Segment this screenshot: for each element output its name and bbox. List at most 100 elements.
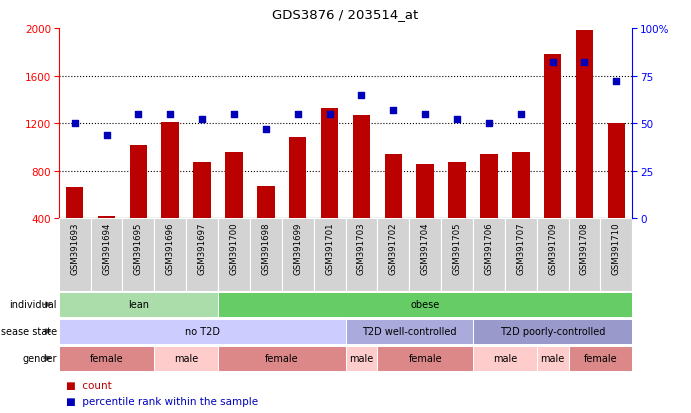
Bar: [218, 219, 250, 291]
Text: individual: individual: [9, 299, 57, 310]
Text: male: male: [174, 353, 198, 363]
Bar: [537, 346, 569, 370]
Bar: [569, 219, 600, 291]
Bar: [473, 219, 505, 291]
Bar: [250, 219, 282, 291]
Text: GSM391709: GSM391709: [548, 222, 557, 274]
Text: gender: gender: [22, 353, 57, 363]
Point: [164, 111, 176, 118]
Point: [292, 111, 303, 118]
Point: [611, 79, 622, 85]
Text: GSM391707: GSM391707: [516, 222, 525, 274]
Text: GSM391703: GSM391703: [357, 222, 366, 274]
Bar: [154, 219, 186, 291]
Text: GSM391696: GSM391696: [166, 222, 175, 274]
Point: [515, 111, 527, 118]
Point: [388, 107, 399, 114]
Point: [69, 121, 80, 127]
Bar: [384, 155, 402, 219]
Bar: [409, 219, 441, 291]
Bar: [346, 319, 473, 344]
Text: GSM391700: GSM391700: [229, 222, 238, 274]
Bar: [59, 219, 91, 291]
Bar: [289, 138, 307, 219]
Bar: [154, 346, 218, 370]
Point: [356, 92, 367, 99]
Bar: [59, 292, 218, 317]
Bar: [377, 346, 473, 370]
Text: T2D well-controlled: T2D well-controlled: [362, 326, 457, 337]
Text: no T2D: no T2D: [184, 326, 220, 337]
Bar: [257, 187, 274, 219]
Point: [451, 117, 462, 123]
Text: lean: lean: [128, 299, 149, 310]
Point: [133, 111, 144, 118]
Text: GSM391698: GSM391698: [261, 222, 270, 274]
Bar: [512, 152, 529, 219]
Bar: [321, 109, 339, 219]
Bar: [282, 219, 314, 291]
Text: male: male: [540, 353, 565, 363]
Bar: [441, 219, 473, 291]
Bar: [59, 346, 154, 370]
Text: GSM391706: GSM391706: [484, 222, 493, 274]
Text: obese: obese: [410, 299, 439, 310]
Text: GSM391699: GSM391699: [293, 222, 302, 274]
Text: ■  count: ■ count: [66, 380, 111, 390]
Bar: [576, 31, 594, 219]
Point: [101, 132, 112, 139]
Text: ■  percentile rank within the sample: ■ percentile rank within the sample: [66, 396, 258, 406]
Bar: [346, 346, 377, 370]
Text: GSM391701: GSM391701: [325, 222, 334, 274]
Text: female: female: [408, 353, 442, 363]
Bar: [417, 164, 434, 219]
Text: GSM391704: GSM391704: [421, 222, 430, 274]
Bar: [473, 346, 537, 370]
Point: [483, 121, 494, 127]
Text: disease state: disease state: [0, 326, 57, 337]
Bar: [59, 319, 346, 344]
Bar: [225, 152, 243, 219]
Bar: [600, 219, 632, 291]
Bar: [193, 163, 211, 219]
Bar: [473, 319, 632, 344]
Text: GSM391693: GSM391693: [70, 222, 79, 274]
Bar: [544, 55, 561, 219]
Bar: [186, 219, 218, 291]
Bar: [66, 188, 84, 219]
Bar: [162, 123, 179, 219]
Point: [579, 60, 590, 66]
Bar: [91, 219, 122, 291]
Text: female: female: [265, 353, 299, 363]
Bar: [346, 219, 377, 291]
Point: [547, 60, 558, 66]
Bar: [537, 219, 569, 291]
Text: GDS3876 / 203514_at: GDS3876 / 203514_at: [272, 8, 419, 21]
Bar: [480, 155, 498, 219]
Bar: [218, 346, 346, 370]
Text: male: male: [493, 353, 517, 363]
Bar: [377, 219, 409, 291]
Text: GSM391697: GSM391697: [198, 222, 207, 274]
Bar: [448, 163, 466, 219]
Bar: [505, 219, 537, 291]
Text: GSM391702: GSM391702: [389, 222, 398, 274]
Bar: [122, 219, 154, 291]
Bar: [607, 124, 625, 219]
Bar: [97, 216, 115, 219]
Bar: [352, 116, 370, 219]
Text: GSM391695: GSM391695: [134, 222, 143, 274]
Point: [229, 111, 240, 118]
Bar: [218, 292, 632, 317]
Point: [324, 111, 335, 118]
Point: [419, 111, 430, 118]
Text: female: female: [584, 353, 617, 363]
Text: male: male: [350, 353, 374, 363]
Text: T2D poorly-controlled: T2D poorly-controlled: [500, 326, 605, 337]
Text: female: female: [90, 353, 123, 363]
Text: GSM391694: GSM391694: [102, 222, 111, 274]
Text: GSM391705: GSM391705: [453, 222, 462, 274]
Point: [196, 117, 207, 123]
Bar: [569, 346, 632, 370]
Bar: [314, 219, 346, 291]
